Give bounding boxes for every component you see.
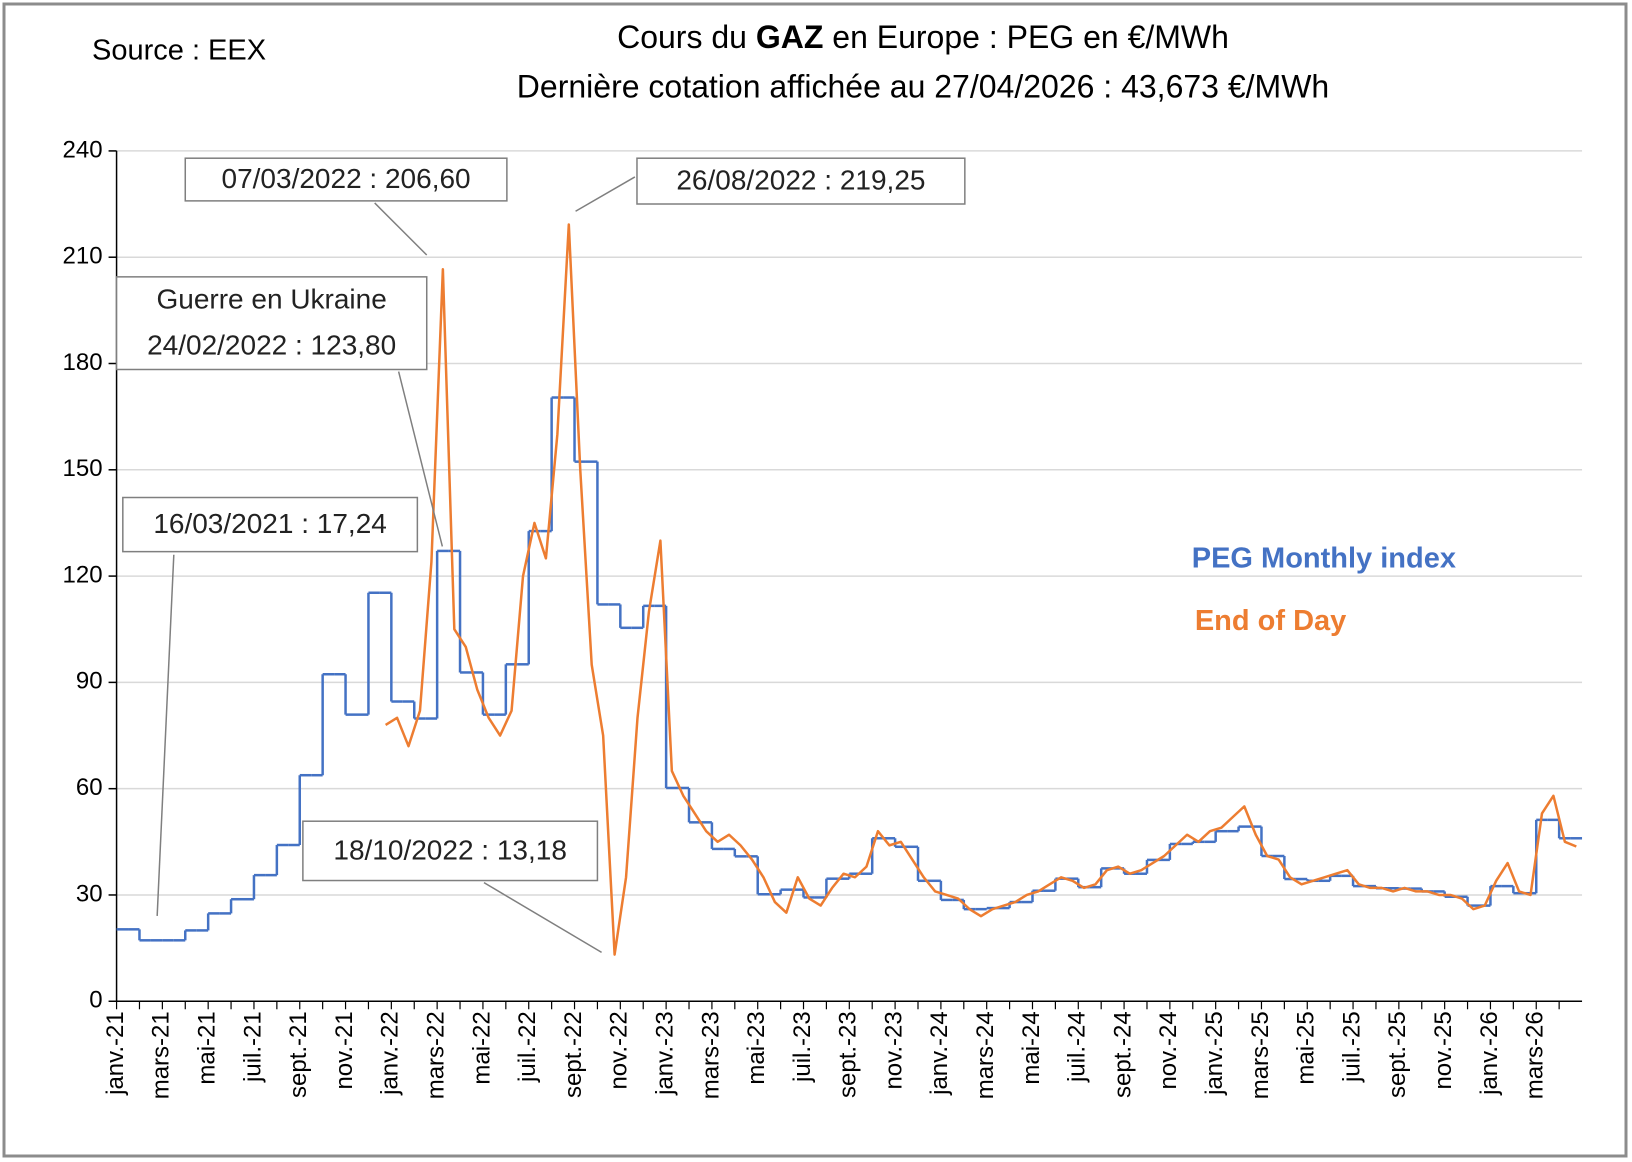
x-tick-label: mars-24 xyxy=(972,1011,999,1099)
x-tick-label: mars-26 xyxy=(1522,1011,1549,1099)
annotation-text: 26/08/2022 : 219,25 xyxy=(676,164,925,195)
title-part: Cours du xyxy=(617,19,756,55)
x-tick-label: janv.-21 xyxy=(102,1011,129,1096)
title-part: en Europe : PEG en €/MWh xyxy=(823,19,1229,55)
annotation-leader xyxy=(397,371,444,547)
x-tick-label: janv.-25 xyxy=(1201,1011,1228,1096)
x-tick-label: mai-21 xyxy=(194,1011,221,1084)
x-tick-label: juil.-22 xyxy=(514,1011,541,1083)
x-tick-label: juil.-23 xyxy=(789,1011,816,1083)
x-tick-label: nov.-24 xyxy=(1155,1011,1182,1089)
x-tick-label: sept.-21 xyxy=(285,1011,312,1098)
series-line xyxy=(384,223,1577,956)
annotation-leader xyxy=(374,202,428,256)
annotation-text: 16/03/2021 : 17,24 xyxy=(153,508,387,539)
annotation-text: 24/02/2022 : 123,80 xyxy=(147,330,396,361)
x-tick-label: mars-23 xyxy=(697,1011,724,1099)
x-tick-label: janv.-23 xyxy=(651,1011,678,1096)
x-tick-label: sept.-24 xyxy=(1109,1011,1136,1098)
annotation-leader xyxy=(483,881,602,953)
annotation-box xyxy=(636,157,966,205)
x-tick-label: nov.-25 xyxy=(1430,1011,1457,1089)
legend-label: End of Day xyxy=(1195,605,1346,637)
annotation-box xyxy=(184,157,508,202)
x-tick-label: mars-21 xyxy=(148,1011,175,1099)
y-tick-label: 30 xyxy=(76,880,103,907)
y-tick-label: 90 xyxy=(76,668,103,695)
x-tick-label: nov.-23 xyxy=(880,1011,907,1089)
annotation-box xyxy=(115,276,428,371)
y-tick-label: 240 xyxy=(63,136,103,163)
y-tick-label: 0 xyxy=(89,987,102,1014)
x-tick-label: mai-23 xyxy=(743,1011,770,1084)
x-tick-label: juil.-25 xyxy=(1338,1011,1365,1083)
x-tick-label: juil.-21 xyxy=(239,1011,266,1083)
chart-subtitle: Dernière cotation affichée au 27/04/2026… xyxy=(517,68,1329,104)
title-part: GAZ xyxy=(756,19,824,55)
y-tick-label: 210 xyxy=(63,243,103,270)
y-tick-label: 60 xyxy=(76,774,103,801)
annotation-leader xyxy=(575,176,636,212)
annotation-box xyxy=(302,820,599,882)
chart-title: Cours du GAZ en Europe : PEG en €/MWh xyxy=(617,19,1229,55)
x-tick-label: juil.-24 xyxy=(1064,1011,1091,1083)
x-tick-label: mai-25 xyxy=(1293,1011,1320,1084)
x-tick-label: janv.-24 xyxy=(926,1011,953,1096)
x-tick-label: sept.-25 xyxy=(1384,1011,1411,1098)
x-tick-label: mars-22 xyxy=(422,1011,449,1099)
annotation-text: Guerre en Ukraine xyxy=(156,283,386,314)
annotation-leader xyxy=(156,554,175,916)
source: Source : EEX xyxy=(92,35,266,67)
x-tick-label: janv.-26 xyxy=(1476,1011,1503,1096)
x-tick-label: nov.-21 xyxy=(331,1011,358,1089)
x-tick-label: sept.-23 xyxy=(835,1011,862,1098)
x-tick-label: mai-22 xyxy=(468,1011,495,1084)
x-tick-label: mars-25 xyxy=(1247,1011,1274,1099)
annotation-text: 18/10/2022 : 13,18 xyxy=(333,834,567,865)
annotation-text: 07/03/2022 : 206,60 xyxy=(222,163,471,194)
y-tick-label: 150 xyxy=(63,455,103,482)
legend-label: PEG Monthly index xyxy=(1192,543,1456,575)
y-tick-label: 180 xyxy=(63,349,103,376)
x-tick-label: mai-24 xyxy=(1018,1011,1045,1084)
x-tick-label: sept.-22 xyxy=(560,1011,587,1098)
x-tick-label: nov.-22 xyxy=(606,1011,633,1089)
annotation-box xyxy=(122,496,419,553)
y-tick-label: 120 xyxy=(63,561,103,588)
x-tick-label: janv.-22 xyxy=(377,1011,404,1096)
